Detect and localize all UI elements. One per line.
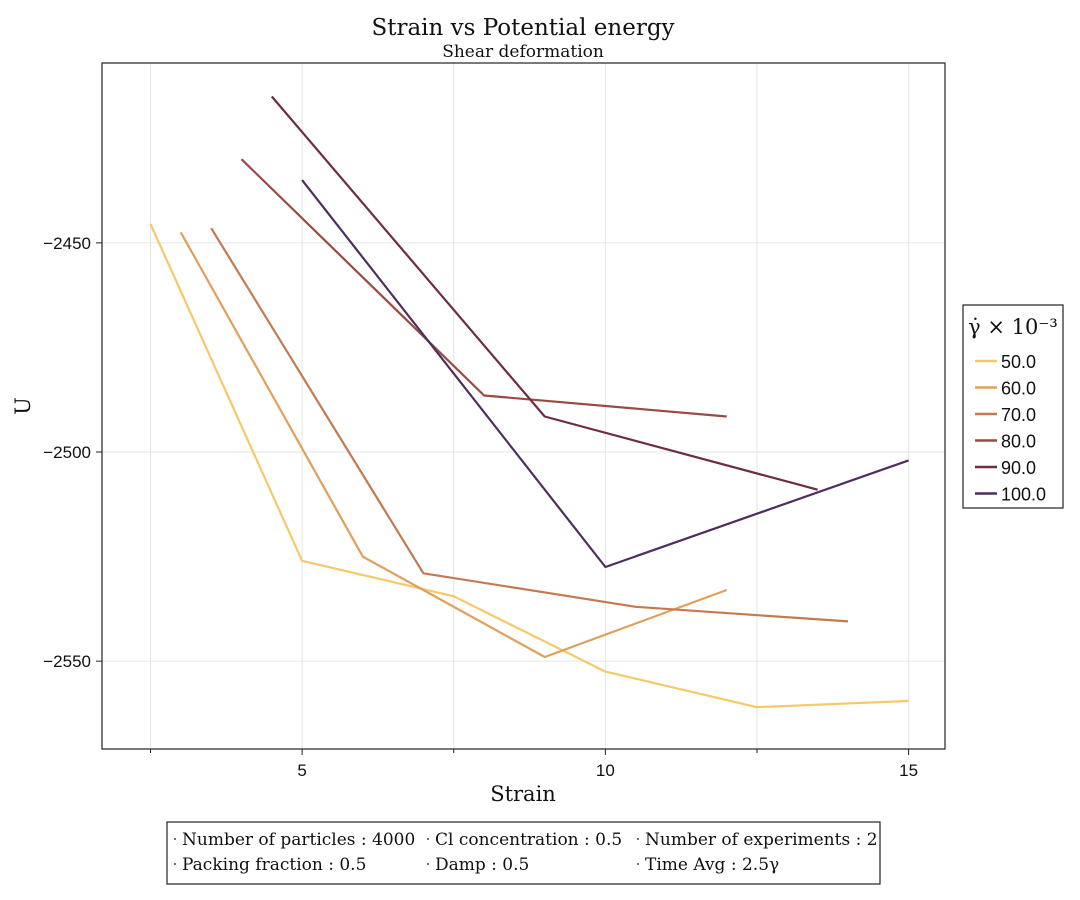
series-line-50.0 <box>149 223 909 709</box>
legend-label-70.0: 70.0 <box>1001 405 1036 425</box>
info-item: Time Avg : 2.5γ <box>645 855 779 875</box>
series-lines <box>149 95 909 709</box>
y-ticks: −2450 −2500 −2550 <box>43 234 102 671</box>
info-item: Damp : 0.5 <box>435 855 529 875</box>
y-axis-label: U <box>11 397 35 415</box>
x-ticks: 5 10 15 <box>150 749 918 780</box>
info-item: Number of particles : 4000 <box>182 830 415 850</box>
info-bullet <box>174 863 176 865</box>
x-tick-label: 10 <box>596 761 615 780</box>
info-box-frame <box>166 821 881 885</box>
info-item: Cl concentration : 0.5 <box>435 830 622 850</box>
y-tick-label: −2500 <box>43 443 91 462</box>
legend-title: γ̇ × 10⁻³ <box>968 315 1058 339</box>
x-axis-label: Strain <box>490 782 556 806</box>
legend-label-80.0: 80.0 <box>1001 432 1036 452</box>
series-line-90.0 <box>270 95 818 491</box>
info-box: Number of particles : 4000 Cl concentrati… <box>166 821 881 885</box>
series-line-70.0 <box>210 227 849 623</box>
info-item: Number of experiments : 2 <box>645 830 878 850</box>
legend: γ̇ × 10⁻³ 50.0 60.0 70.0 80.0 90.0 100.0 <box>962 304 1064 509</box>
chart-subtitle: Shear deformation <box>442 42 604 62</box>
series-line-80.0 <box>240 158 727 418</box>
legend-box <box>962 304 1064 509</box>
legend-label-90.0: 90.0 <box>1001 458 1036 478</box>
x-tick-label: 15 <box>899 761 918 780</box>
legend-label-50.0: 50.0 <box>1001 352 1036 372</box>
y-tick-label: −2450 <box>43 234 91 253</box>
info-bullet <box>427 838 429 840</box>
info-bullet <box>427 863 429 865</box>
chart-title: Strain vs Potential energy <box>371 15 674 41</box>
info-bullet <box>637 863 639 865</box>
info-bullet <box>637 838 639 840</box>
y-tick-label: −2550 <box>43 652 91 671</box>
legend-label-100.0: 100.0 <box>1001 485 1046 505</box>
info-item: Packing fraction : 0.5 <box>182 855 366 875</box>
x-tick-label: 5 <box>297 761 306 780</box>
plot-frame <box>101 62 946 750</box>
series-line-60.0 <box>179 231 728 659</box>
info-bullet <box>174 838 176 840</box>
series-line-100.0 <box>301 179 909 569</box>
legend-label-60.0: 60.0 <box>1001 379 1036 399</box>
